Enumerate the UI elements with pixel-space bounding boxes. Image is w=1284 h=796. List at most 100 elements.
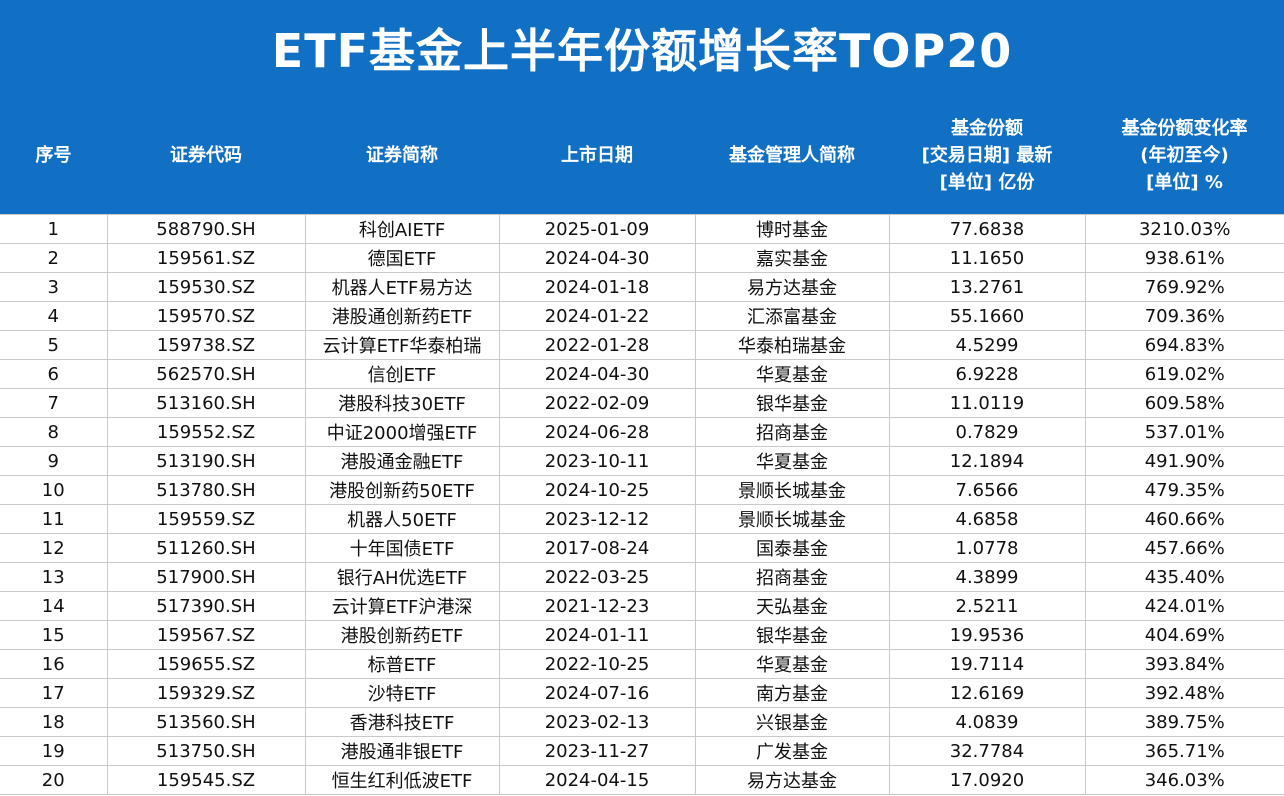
cell-list-date[interactable]: 2022-03-25 xyxy=(498,562,696,592)
cell-name[interactable]: 香港科技ETF xyxy=(304,707,500,737)
cell-name[interactable]: 恒生红利低波ETF xyxy=(304,765,500,795)
cell-code[interactable]: 159570.SZ xyxy=(106,301,306,331)
cell-manager[interactable]: 嘉实基金 xyxy=(694,243,890,273)
cell-index[interactable]: 1 xyxy=(0,214,108,244)
cell-name[interactable]: 德国ETF xyxy=(304,243,500,273)
cell-code[interactable]: 159561.SZ xyxy=(106,243,306,273)
cell-list-date[interactable]: 2024-07-16 xyxy=(498,678,696,708)
cell-code[interactable]: 159738.SZ xyxy=(106,330,306,360)
cell-name[interactable]: 机器人50ETF xyxy=(304,504,500,534)
cell-manager[interactable]: 华夏基金 xyxy=(694,649,890,679)
cell-manager[interactable]: 易方达基金 xyxy=(694,765,890,795)
cell-manager[interactable]: 景顺长城基金 xyxy=(694,475,890,505)
cell-shares[interactable]: 19.7114 xyxy=(888,649,1086,679)
cell-change-rate[interactable]: 709.36% xyxy=(1084,301,1284,331)
cell-list-date[interactable]: 2022-10-25 xyxy=(498,649,696,679)
cell-manager[interactable]: 南方基金 xyxy=(694,678,890,708)
cell-index[interactable]: 17 xyxy=(0,678,108,708)
cell-shares[interactable]: 77.6838 xyxy=(888,214,1086,244)
cell-manager[interactable]: 汇添富基金 xyxy=(694,301,890,331)
cell-change-rate[interactable]: 435.40% xyxy=(1084,562,1284,592)
cell-index[interactable]: 9 xyxy=(0,446,108,476)
column-header-col-name[interactable]: 证券简称 xyxy=(305,96,499,215)
column-header-col-list-date[interactable]: 上市日期 xyxy=(499,96,695,215)
cell-change-rate[interactable]: 619.02% xyxy=(1084,359,1284,389)
column-header-col-shares[interactable]: 基金份额 [交易日期] 最新 [单位] 亿份 xyxy=(889,96,1085,215)
cell-index[interactable]: 20 xyxy=(0,765,108,795)
cell-name[interactable]: 信创ETF xyxy=(304,359,500,389)
cell-code[interactable]: 517900.SH xyxy=(106,562,306,592)
cell-list-date[interactable]: 2022-01-28 xyxy=(498,330,696,360)
cell-change-rate[interactable]: 491.90% xyxy=(1084,446,1284,476)
column-header-col-manager[interactable]: 基金管理人简称 xyxy=(695,96,889,215)
cell-manager[interactable]: 华夏基金 xyxy=(694,359,890,389)
cell-index[interactable]: 8 xyxy=(0,417,108,447)
cell-shares[interactable]: 13.2761 xyxy=(888,272,1086,302)
cell-index[interactable]: 5 xyxy=(0,330,108,360)
cell-manager[interactable]: 华夏基金 xyxy=(694,446,890,476)
cell-shares[interactable]: 32.7784 xyxy=(888,736,1086,766)
cell-code[interactable]: 588790.SH xyxy=(106,214,306,244)
cell-change-rate[interactable]: 3210.03% xyxy=(1084,214,1284,244)
cell-index[interactable]: 7 xyxy=(0,388,108,418)
cell-shares[interactable]: 6.9228 xyxy=(888,359,1086,389)
cell-name[interactable]: 银行AH优选ETF xyxy=(304,562,500,592)
cell-list-date[interactable]: 2021-12-23 xyxy=(498,591,696,621)
cell-manager[interactable]: 招商基金 xyxy=(694,417,890,447)
cell-name[interactable]: 机器人ETF易方达 xyxy=(304,272,500,302)
cell-index[interactable]: 12 xyxy=(0,533,108,563)
cell-shares[interactable]: 4.6858 xyxy=(888,504,1086,534)
cell-change-rate[interactable]: 424.01% xyxy=(1084,591,1284,621)
cell-change-rate[interactable]: 537.01% xyxy=(1084,417,1284,447)
cell-name[interactable]: 港股创新药50ETF xyxy=(304,475,500,505)
cell-list-date[interactable]: 2024-01-11 xyxy=(498,620,696,650)
cell-list-date[interactable]: 2022-02-09 xyxy=(498,388,696,418)
cell-code[interactable]: 159329.SZ xyxy=(106,678,306,708)
cell-index[interactable]: 3 xyxy=(0,272,108,302)
column-header-col-change-rate[interactable]: 基金份额变化率 (年初至今) [单位] % xyxy=(1085,96,1284,215)
cell-index[interactable]: 18 xyxy=(0,707,108,737)
cell-change-rate[interactable]: 404.69% xyxy=(1084,620,1284,650)
cell-change-rate[interactable]: 479.35% xyxy=(1084,475,1284,505)
cell-list-date[interactable]: 2024-01-22 xyxy=(498,301,696,331)
cell-manager[interactable]: 天弘基金 xyxy=(694,591,890,621)
cell-manager[interactable]: 华泰柏瑞基金 xyxy=(694,330,890,360)
cell-code[interactable]: 159559.SZ xyxy=(106,504,306,534)
cell-change-rate[interactable]: 938.61% xyxy=(1084,243,1284,273)
cell-change-rate[interactable]: 460.66% xyxy=(1084,504,1284,534)
cell-change-rate[interactable]: 769.92% xyxy=(1084,272,1284,302)
cell-list-date[interactable]: 2024-04-30 xyxy=(498,359,696,389)
cell-name[interactable]: 港股通非银ETF xyxy=(304,736,500,766)
column-header-col-code[interactable]: 证券代码 xyxy=(107,96,305,215)
cell-shares[interactable]: 55.1660 xyxy=(888,301,1086,331)
cell-index[interactable]: 6 xyxy=(0,359,108,389)
cell-code[interactable]: 513190.SH xyxy=(106,446,306,476)
cell-change-rate[interactable]: 392.48% xyxy=(1084,678,1284,708)
cell-list-date[interactable]: 2024-04-15 xyxy=(498,765,696,795)
cell-index[interactable]: 15 xyxy=(0,620,108,650)
cell-name[interactable]: 沙特ETF xyxy=(304,678,500,708)
cell-index[interactable]: 11 xyxy=(0,504,108,534)
cell-manager[interactable]: 广发基金 xyxy=(694,736,890,766)
cell-name[interactable]: 中证2000增强ETF xyxy=(304,417,500,447)
cell-code[interactable]: 513560.SH xyxy=(106,707,306,737)
cell-code[interactable]: 159655.SZ xyxy=(106,649,306,679)
cell-manager[interactable]: 招商基金 xyxy=(694,562,890,592)
cell-shares[interactable]: 4.3899 xyxy=(888,562,1086,592)
cell-index[interactable]: 16 xyxy=(0,649,108,679)
cell-index[interactable]: 2 xyxy=(0,243,108,273)
cell-change-rate[interactable]: 346.03% xyxy=(1084,765,1284,795)
cell-shares[interactable]: 4.5299 xyxy=(888,330,1086,360)
cell-code[interactable]: 159552.SZ xyxy=(106,417,306,447)
cell-shares[interactable]: 17.0920 xyxy=(888,765,1086,795)
cell-list-date[interactable]: 2023-02-13 xyxy=(498,707,696,737)
cell-manager[interactable]: 兴银基金 xyxy=(694,707,890,737)
cell-shares[interactable]: 11.0119 xyxy=(888,388,1086,418)
cell-list-date[interactable]: 2024-10-25 xyxy=(498,475,696,505)
cell-list-date[interactable]: 2025-01-09 xyxy=(498,214,696,244)
cell-name[interactable]: 港股科技30ETF xyxy=(304,388,500,418)
cell-code[interactable]: 511260.SH xyxy=(106,533,306,563)
cell-shares[interactable]: 2.5211 xyxy=(888,591,1086,621)
cell-list-date[interactable]: 2024-06-28 xyxy=(498,417,696,447)
cell-code[interactable]: 513160.SH xyxy=(106,388,306,418)
